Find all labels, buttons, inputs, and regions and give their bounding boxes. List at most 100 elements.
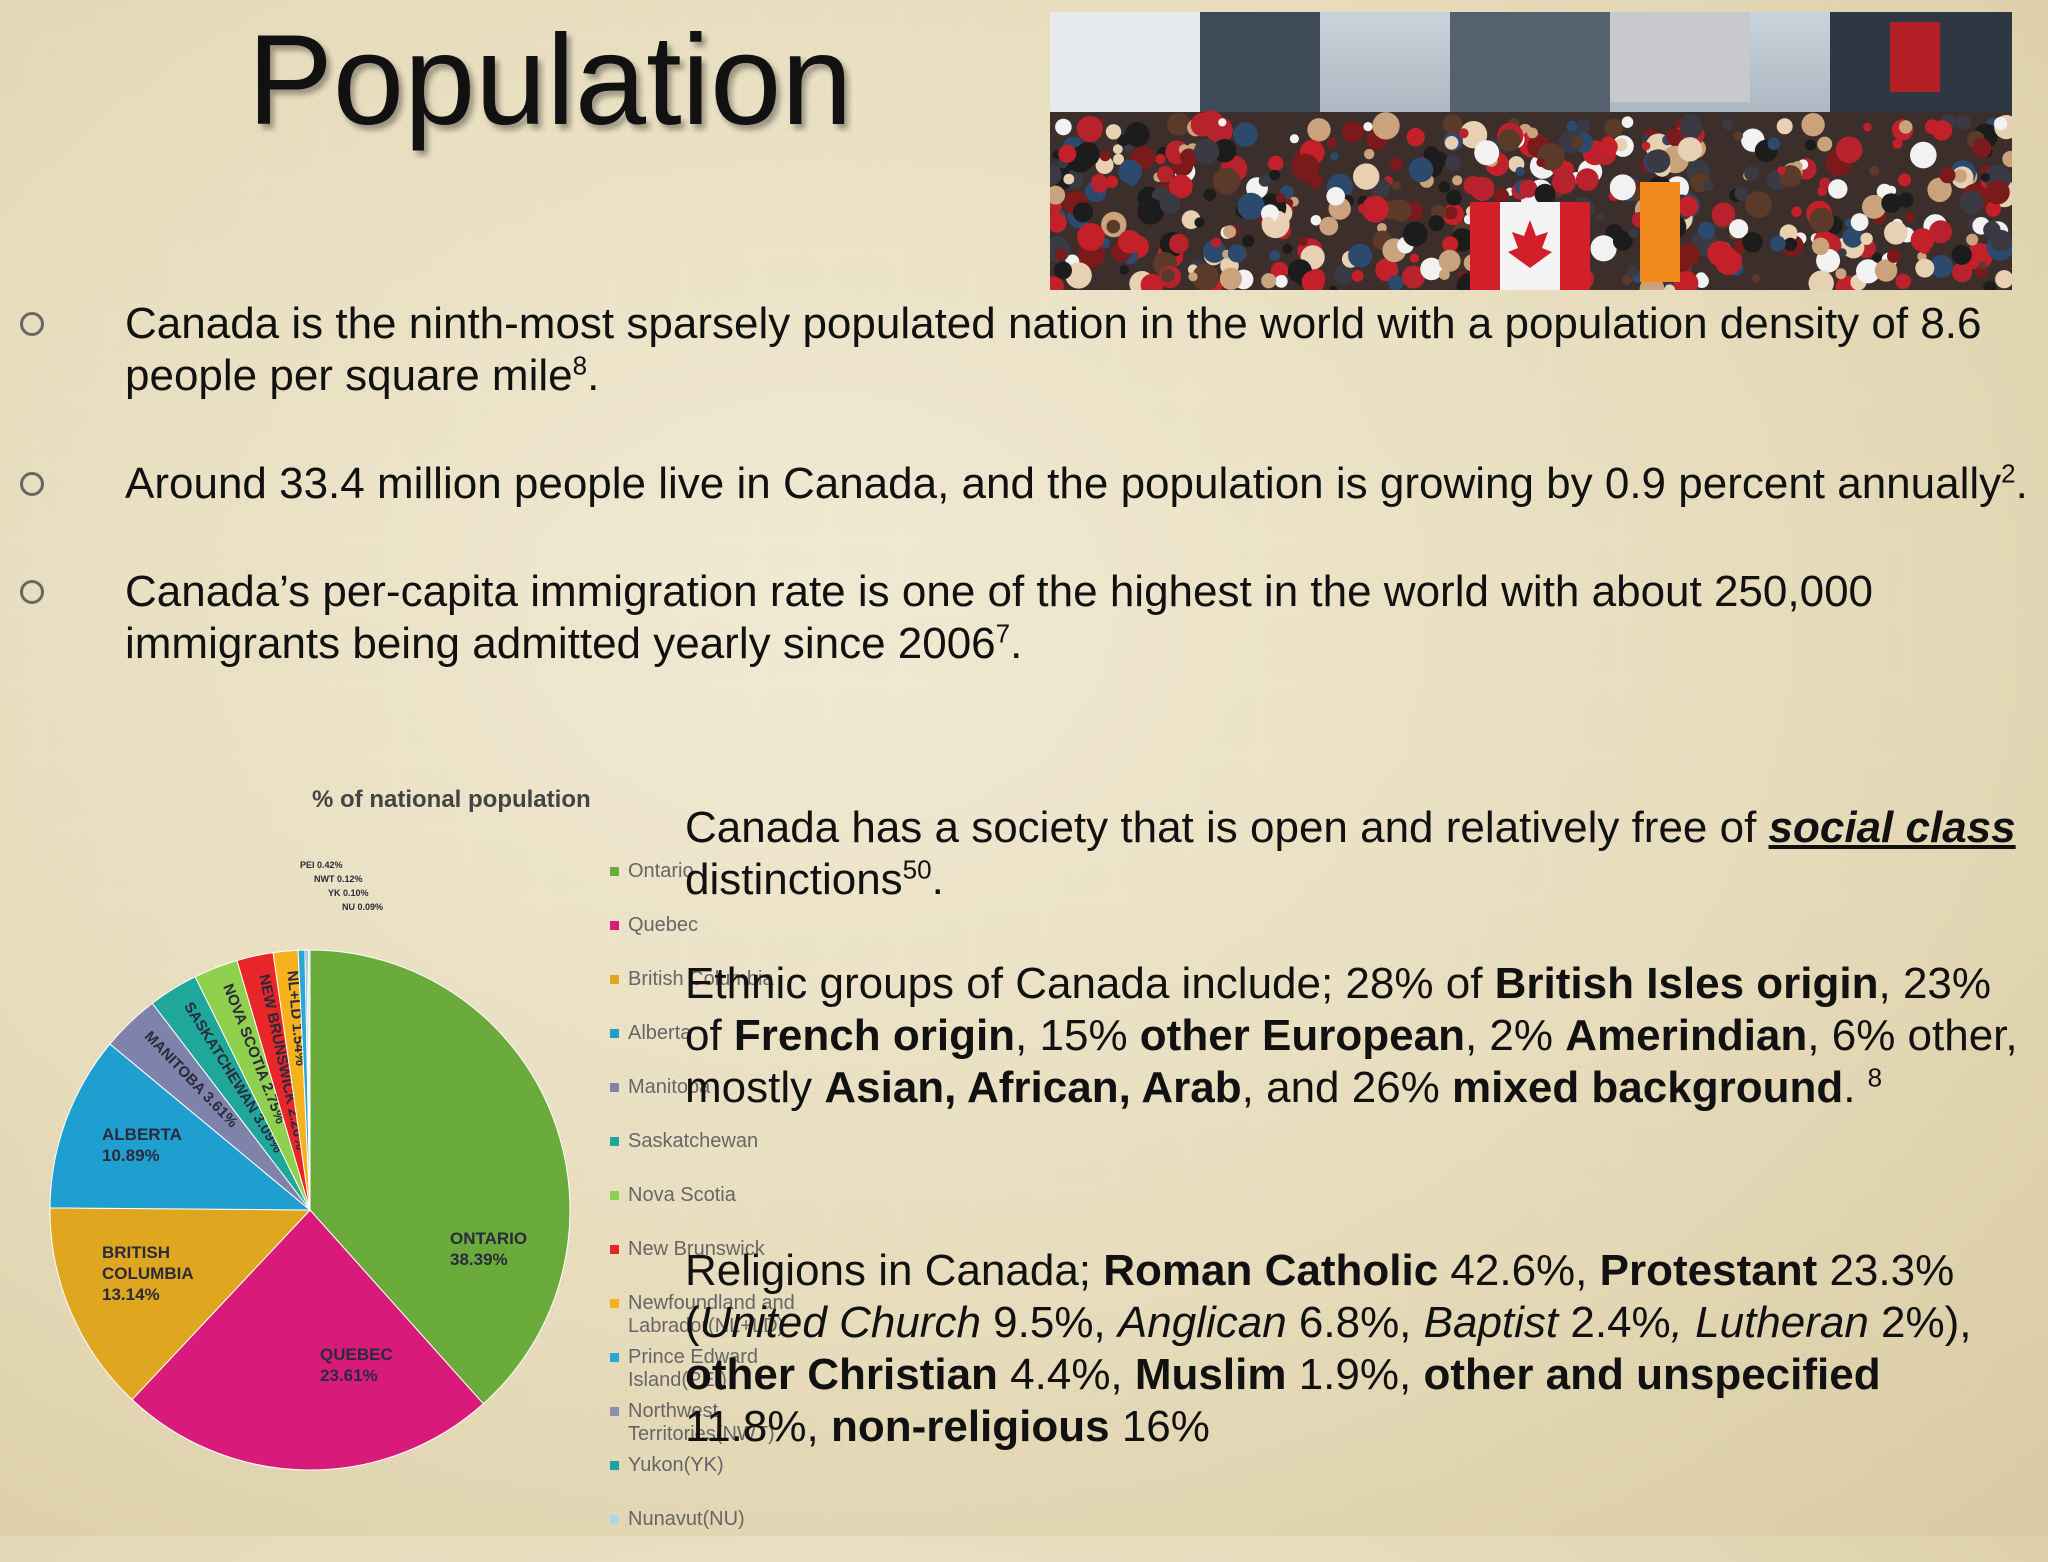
footnote-ref: 50	[902, 854, 932, 885]
crowd-person-shape	[1566, 120, 1578, 132]
religion-text: 9.5%,	[980, 1298, 1118, 1347]
legend-label: Nova Scotia	[628, 1184, 736, 1206]
crowd-person-shape	[1519, 179, 1538, 198]
crowd-person-shape	[1428, 215, 1445, 232]
crowd-person-shape	[1169, 174, 1193, 199]
legend-swatch	[610, 1515, 619, 1524]
pie-slice-label: ALBERTA 10.89%	[102, 1125, 182, 1165]
crowd-person-shape	[1837, 248, 1847, 258]
crowd-person-shape	[1995, 270, 2012, 289]
crowd-person-shape	[1978, 261, 1987, 270]
crowd-person-shape	[1744, 191, 1772, 219]
crowd-person-shape	[1604, 118, 1623, 138]
crowd-person-shape	[1985, 180, 2010, 205]
crowd-person-shape	[1438, 249, 1461, 272]
crowd-person-shape	[1242, 234, 1255, 248]
pie-slice-british-columbia	[49, 1207, 312, 1401]
crowd-person-shape	[1233, 122, 1258, 147]
crowd-person-shape	[1956, 115, 1972, 130]
legend-swatch	[610, 1407, 619, 1416]
bullet-item: Around 33.4 million people live in Canad…	[20, 458, 2030, 510]
crowd-person-shape	[1959, 190, 1984, 215]
legend-item: Yukon(YK)	[610, 1454, 840, 1508]
legend-label: Northwest Territories(NWT)	[628, 1400, 775, 1445]
crowd-person-shape	[1828, 179, 1848, 199]
crowd-person-shape	[1869, 165, 1880, 176]
crowd-person-shape	[1862, 194, 1886, 219]
crowd-person-shape	[1621, 116, 1634, 128]
religion-text: 4.4%,	[997, 1350, 1135, 1399]
crowd-person-shape	[1342, 120, 1364, 143]
bullet-marker-icon	[20, 312, 44, 336]
crowd-person-shape	[1910, 228, 1935, 252]
crowd-person-shape	[1188, 272, 1198, 282]
crowd-person-shape	[1063, 173, 1075, 185]
crowd-person-shape	[1885, 185, 1897, 196]
population-pie-chart: % of national population ONTARIO 38.39% QU…	[20, 770, 840, 1536]
crowd-person-shape	[1099, 150, 1111, 162]
crowd-person-shape	[1783, 237, 1798, 251]
social-class-link[interactable]: social class	[1768, 803, 2016, 852]
crowd-person-shape	[1697, 221, 1715, 239]
crowd-person-shape	[1939, 167, 1956, 184]
bullet-item: Canada is the ninth-most sparsely popula…	[20, 298, 2030, 402]
crowd-person-shape	[1734, 187, 1749, 201]
bullet-text: Around 33.4 million people live in Canad…	[125, 459, 2002, 508]
crowd-person-shape	[1353, 163, 1380, 190]
bullet-marker-icon	[20, 472, 44, 496]
legend-label: Alberta	[628, 1022, 692, 1044]
legend-item: New Brunswick	[610, 1238, 840, 1292]
crowd-person-shape	[1677, 137, 1703, 162]
crowd-person-shape	[1470, 176, 1495, 202]
crowd-person-shape	[1881, 193, 1902, 214]
crowd-person-shape	[1850, 213, 1869, 232]
crowd-person-shape	[1291, 153, 1320, 182]
crowd-person-shape	[1626, 265, 1639, 278]
religion-text: 1.9%,	[1286, 1350, 1424, 1399]
slide-title: Population	[247, 9, 853, 152]
legend-item: Nunavut(NU)	[610, 1508, 840, 1562]
crowd-person-shape	[1590, 235, 1617, 262]
crowd-person-shape	[1972, 138, 1992, 158]
crowd-person-shape	[1077, 223, 1105, 251]
crowd-person-shape	[1275, 193, 1286, 204]
crowd-person-shape	[1268, 155, 1284, 172]
pie-slice-label: ONTARIO 38.39%	[450, 1229, 527, 1269]
crowd-person-shape	[1333, 264, 1354, 285]
crowd-person-shape	[1442, 114, 1463, 134]
crowd-person-shape	[1804, 139, 1817, 151]
ethnic-group-french: French origin	[733, 1011, 1016, 1060]
bullet-text: Canada’s per-capita immigration rate is …	[125, 567, 1874, 668]
religion-baptist: Baptist	[1423, 1298, 1559, 1347]
crowd-person-shape	[1237, 192, 1265, 220]
crowd-person-shape	[1167, 112, 1191, 136]
crowd-person-shape	[1646, 149, 1671, 174]
crowd-person-shape	[1884, 221, 1908, 245]
crowd-person-shape	[1751, 274, 1761, 283]
crowd-person-shape	[1155, 153, 1166, 165]
crowd-person-shape	[1160, 268, 1175, 283]
crowd-person-shape	[1664, 284, 1676, 290]
crowd-person-shape	[1915, 258, 1935, 278]
crowd-person-shape	[1596, 213, 1605, 222]
crowd-person-shape	[1180, 148, 1198, 167]
crowd-person-shape	[1105, 124, 1122, 140]
religion-anglican: Anglican	[1117, 1298, 1287, 1347]
crowd-person-shape	[1212, 138, 1237, 163]
crowd-person-shape	[1157, 165, 1174, 183]
crowd-person-shape	[1895, 273, 1911, 290]
crowd-person-shape	[1358, 203, 1368, 214]
crowd-person-shape	[1194, 217, 1205, 228]
crowd-person-shape	[1808, 270, 1834, 290]
legend-label: Yukon(YK)	[628, 1454, 724, 1476]
crowd-person-shape	[1444, 136, 1459, 150]
crowd-person-shape	[1391, 181, 1401, 191]
pie-slice-quebec	[131, 1209, 485, 1471]
crowd-person-shape	[1744, 166, 1759, 182]
religion-text: 16%	[1109, 1402, 1210, 1451]
crowd-person-shape	[1213, 167, 1240, 195]
crowd-person-shape	[1203, 188, 1216, 202]
legend-label: Prince Edward Island(PEI)	[628, 1346, 759, 1391]
legend-swatch	[610, 1083, 619, 1092]
crowd-person-shape	[1872, 252, 1882, 263]
